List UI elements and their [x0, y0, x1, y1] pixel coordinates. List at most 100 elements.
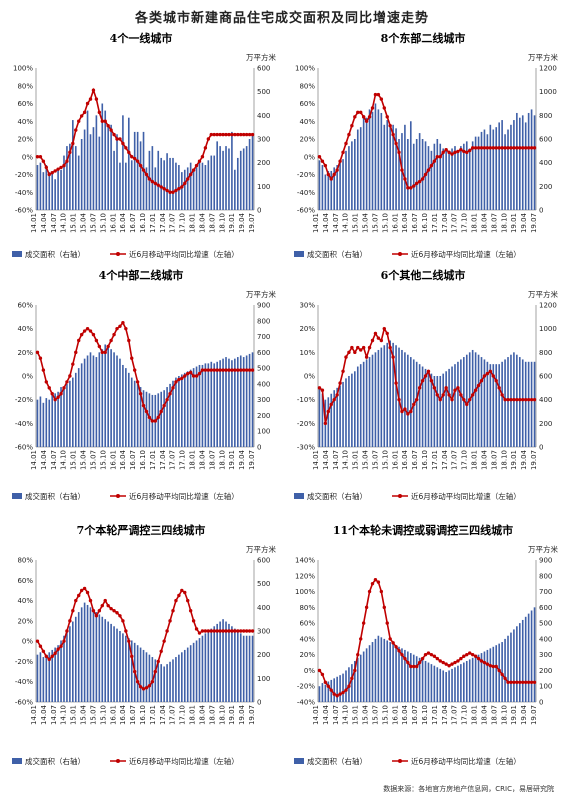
- bar: [412, 143, 415, 210]
- line-point: [212, 368, 216, 372]
- line-point: [97, 609, 102, 613]
- right-tick-label: 200: [539, 183, 552, 191]
- bar: [242, 635, 245, 702]
- x-tick-label: 18.10: [218, 450, 226, 470]
- bar: [127, 117, 130, 210]
- line-point: [518, 397, 522, 402]
- line-point: [150, 419, 155, 423]
- bar: [48, 172, 51, 210]
- bar: [160, 157, 163, 210]
- bar: [412, 654, 415, 702]
- unit-label: 万平方米: [246, 289, 276, 299]
- bar: [371, 111, 374, 210]
- x-tick-label: 17.04: [159, 449, 167, 470]
- line-point: [38, 155, 43, 159]
- line-point: [168, 392, 172, 396]
- bar: [377, 635, 380, 702]
- bar: [222, 619, 224, 702]
- line-point: [206, 137, 211, 141]
- bar: [342, 381, 344, 447]
- line-point: [147, 415, 152, 420]
- line-point: [82, 110, 87, 115]
- bar-series: [36, 103, 254, 210]
- line-point: [62, 386, 66, 390]
- line-point: [241, 132, 246, 137]
- x-tick-label: 19.07: [248, 450, 256, 470]
- bar: [318, 160, 321, 210]
- bar: [321, 683, 324, 702]
- bar: [321, 393, 324, 447]
- line-point: [438, 397, 442, 402]
- line-point: [130, 356, 134, 360]
- line-point: [356, 345, 360, 350]
- line-point: [344, 688, 348, 692]
- left-tick-label: -20%: [297, 683, 315, 691]
- legend-line-marker: [116, 494, 120, 498]
- bar: [66, 383, 68, 447]
- bar: [245, 355, 248, 447]
- bar: [415, 139, 418, 210]
- line-point: [414, 181, 419, 186]
- bar: [327, 397, 330, 447]
- bar: [139, 141, 142, 210]
- line-point: [144, 686, 149, 690]
- line-point: [186, 371, 190, 376]
- line-point: [526, 397, 531, 402]
- line-point: [250, 368, 255, 372]
- line-point: [438, 155, 442, 159]
- right-tick-label: 400: [257, 380, 270, 388]
- left-tick-label: 60%: [17, 100, 33, 108]
- bar: [521, 359, 524, 447]
- line-point: [488, 369, 493, 373]
- bar: [189, 162, 192, 210]
- bar: [474, 136, 477, 210]
- line-point: [353, 115, 357, 119]
- bar: [122, 633, 124, 702]
- left-tick-label: -20%: [297, 420, 315, 428]
- bar: [436, 376, 439, 447]
- line-point: [241, 629, 246, 633]
- line-point: [417, 660, 422, 665]
- bar: [234, 169, 236, 210]
- bar: [172, 380, 174, 447]
- line-point: [212, 629, 216, 633]
- bar: [442, 670, 445, 702]
- legend-line-marker: [398, 759, 402, 763]
- line-point: [118, 137, 122, 141]
- bar: [386, 120, 389, 210]
- x-tick-label: 16.07: [129, 705, 137, 725]
- unit-label: 万平方米: [528, 289, 558, 299]
- right-tick-label: 1000: [539, 88, 557, 96]
- bar: [119, 358, 121, 447]
- left-tick-label: -40%: [15, 678, 33, 686]
- line-point: [385, 331, 389, 336]
- line-point: [376, 580, 381, 584]
- bar: [204, 363, 207, 447]
- line-point: [68, 150, 72, 155]
- right-tick-label: 500: [257, 88, 270, 96]
- x-tick-label: 17.07: [451, 705, 459, 725]
- line-point: [241, 368, 246, 372]
- bar: [142, 649, 145, 702]
- line-point: [432, 386, 437, 390]
- line-point: [50, 392, 54, 396]
- bar: [236, 157, 239, 210]
- bar: [72, 120, 74, 210]
- line-point: [118, 614, 122, 618]
- bar: [327, 681, 330, 702]
- bar: [524, 616, 527, 702]
- line-point: [397, 150, 401, 155]
- x-tick-label: 19.01: [228, 705, 236, 725]
- chart-title: 8个东部二线城市: [381, 31, 466, 45]
- x-tick-label: 14.01: [30, 213, 38, 233]
- bar: [95, 612, 98, 702]
- line-markers: [317, 326, 537, 426]
- line-point: [523, 680, 528, 684]
- bar: [198, 638, 201, 702]
- bar: [433, 143, 436, 210]
- line-point: [138, 685, 143, 689]
- line-point: [203, 368, 208, 372]
- line-point: [250, 132, 255, 137]
- line-point: [186, 598, 190, 603]
